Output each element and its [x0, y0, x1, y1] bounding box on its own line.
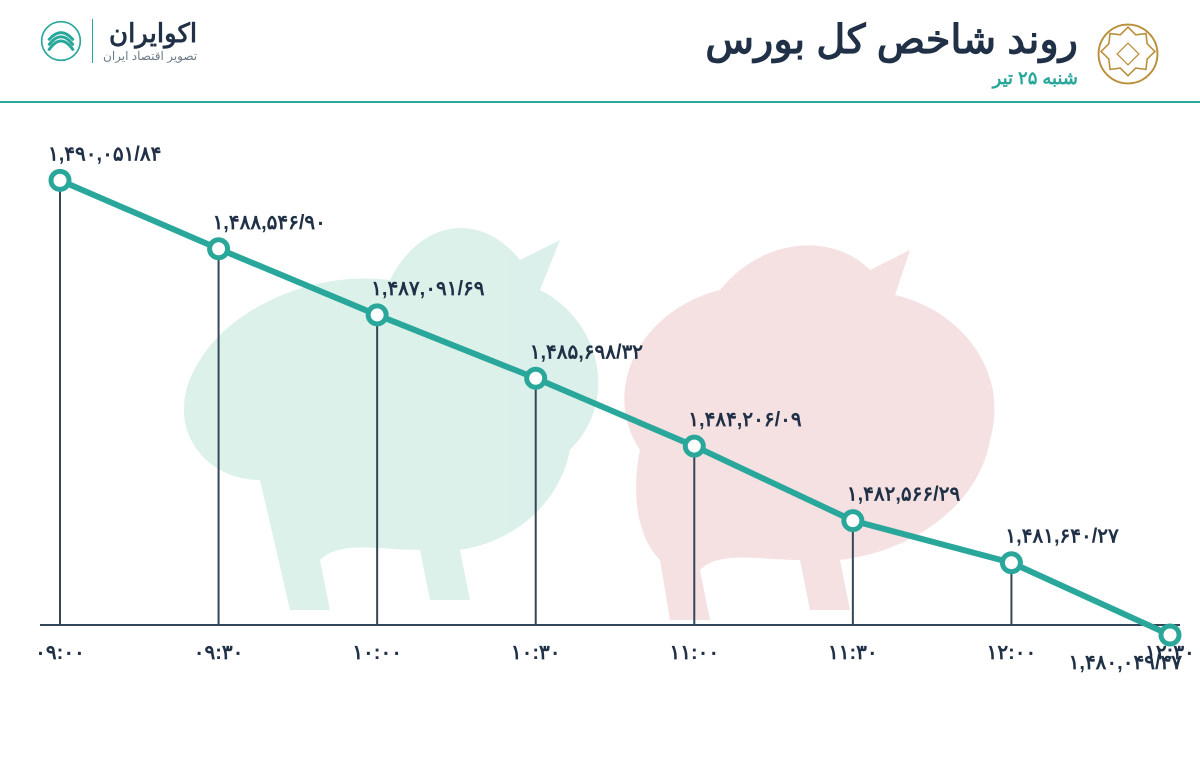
x-tick-label: ۱۱:۳۰ — [828, 642, 878, 664]
index-trend-chart: ۰۹:۰۰۰۹:۳۰۱۰:۰۰۱۰:۳۰۱۱:۰۰۱۱:۳۰۱۲:۰۰۱۲:۳۰… — [0, 120, 1200, 759]
value-label: ۱,۴۸۲,۵۶۶/۲۹ — [847, 484, 961, 506]
data-point — [1002, 554, 1020, 572]
data-point — [368, 306, 386, 324]
data-point — [51, 171, 69, 189]
data-point — [210, 240, 228, 258]
value-label: ۱,۴۸۸,۵۴۶/۹۰ — [213, 212, 326, 234]
brand-logo-icon — [40, 20, 82, 62]
data-point — [685, 437, 703, 455]
page-subtitle: شنبه ۲۵ تیر — [705, 68, 1078, 89]
x-tick-label: ۰۹:۰۰ — [35, 642, 85, 664]
x-tick-label: ۱۰:۰۰ — [352, 642, 402, 664]
brand-name: اکوایران — [103, 18, 197, 49]
value-label: ۱,۴۸۷,۰۹۱/۶۹ — [371, 278, 485, 300]
brand-block: اکوایران تصویر اقتصاد ایران — [40, 18, 197, 63]
x-tick-label: ۱۱:۰۰ — [669, 642, 719, 664]
data-point — [844, 512, 862, 530]
x-tick-label: ۰۹:۳۰ — [194, 642, 244, 664]
exchange-emblem-icon — [1096, 22, 1160, 86]
value-label: ۱,۴۸۴,۲۰۶/۰۹ — [688, 409, 802, 431]
data-point — [527, 369, 545, 387]
page-title: روند شاخص کل بورس — [705, 18, 1078, 62]
value-label: ۱,۴۹۰,۰۵۱/۸۴ — [48, 143, 161, 165]
data-point — [1161, 626, 1179, 644]
brand-tagline: تصویر اقتصاد ایران — [103, 49, 197, 63]
value-label: ۱,۴۸۰,۰۴۹/۴۷ — [1069, 652, 1183, 674]
x-tick-label: ۱۰:۳۰ — [511, 642, 561, 664]
header: روند شاخص کل بورس شنبه ۲۵ تیر اکوایران ت… — [0, 0, 1200, 103]
x-tick-label: ۱۲:۰۰ — [987, 642, 1037, 664]
title-block: روند شاخص کل بورس شنبه ۲۵ تیر — [705, 18, 1160, 89]
value-label: ۱,۴۸۵,۶۹۸/۳۲ — [530, 341, 644, 363]
value-label: ۱,۴۸۱,۶۴۰/۲۷ — [1005, 526, 1119, 548]
